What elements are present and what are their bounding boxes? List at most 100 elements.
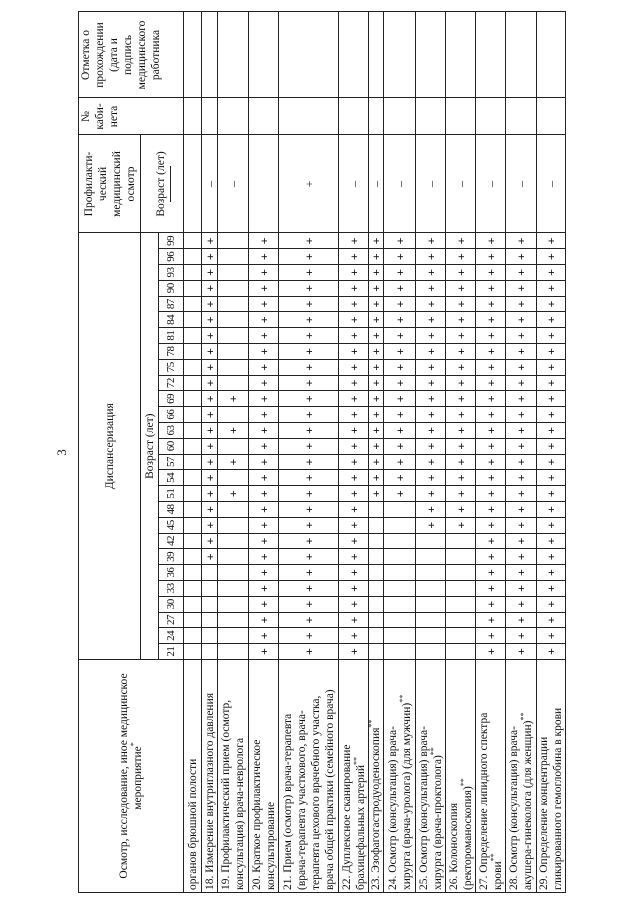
dispensary-mark: + [278,501,339,518]
note-cell [505,11,537,98]
procedure-name: 24. Осмотр (консультация) врача-хирурга … [383,659,416,893]
dispensary-mark [183,501,202,518]
table-row: 21. Прием (осмотр) врача-терапевта (врача… [278,11,339,893]
dispensary-mark [217,375,249,391]
footnote-stars: ** [428,747,438,756]
dispensary-mark: + [475,343,506,360]
dispensary-mark: + [248,469,279,486]
dispensary-mark: + [445,390,476,407]
dispensary-mark: + [415,359,446,376]
dispensary-mark: + [475,564,506,581]
age-column-header: 81 [158,327,184,344]
dispensary-mark [415,612,446,628]
dispensary-mark: + [383,359,416,376]
procedure-name-line: акушера-гинеколога (для женщин) [522,720,534,890]
dispensary-mark: + [338,280,369,297]
procedure-name-line: хирурга (врача-уролога) (для мужчин) [400,702,413,890]
procedure-name-line: 21. Прием (осмотр) врача-терапевта [281,713,294,890]
dispensary-mark: + [201,406,218,423]
dispensary-mark [183,311,202,328]
dispensary-mark: + [536,517,566,534]
dispensary-mark: + [201,311,218,328]
dispensary-mark: + [475,280,506,297]
footnote-stars: ** [458,778,468,787]
dispensary-mark: + [383,311,416,328]
dispensary-mark: + [383,485,416,502]
age-column-header: 63 [158,422,184,439]
dispensary-mark: + [475,485,506,502]
procedure-name: органов брюшной полости [183,659,202,893]
dispensary-mark: + [475,406,506,423]
procedure-name-line: терапевта цехового врачебного участка, [309,695,322,890]
dispensary-mark: + [201,232,218,249]
dispensary-mark: + [338,580,369,597]
dispensary-mark: + [383,454,416,470]
dispensary-mark: + [475,517,506,534]
dispensary-mark: + [368,296,384,312]
procedure-name-line: врача общей практики (семейного врача) [323,689,336,890]
age-column-header: 51 [158,485,184,502]
dispensary-mark: + [415,454,446,470]
dispensary-mark: + [475,454,506,470]
cabinet-cell [201,97,218,135]
dispensary-mark: + [248,533,279,549]
procedure-name: 25. Осмотр (консультация) врача-хирурга … [415,659,446,893]
dispensary-mark [383,548,416,565]
dispensary-mark: + [415,280,446,297]
dispensary-mark: + [278,280,339,297]
dispensary-mark [445,564,476,581]
table-row: 18. Измерение внутриглазного давления + + +… [201,11,218,893]
dispensary-mark: + [248,627,279,644]
dispensary-mark: + [338,533,369,549]
dispensary-mark [368,517,384,534]
dispensary-mark [415,548,446,565]
dispensary-mark: + [383,280,416,297]
cabinet-cell [445,97,476,135]
dispensary-mark [383,533,416,549]
dispensary-mark: + [338,296,369,312]
dispensary-mark: + [445,343,476,360]
dispensary-mark: + [201,390,218,407]
dispensary-mark: + [475,643,506,660]
dispensary-mark [183,612,202,628]
dispensary-mark: + [248,327,279,344]
dispensary-mark: + [475,501,506,518]
dispensary-mark [183,248,202,265]
dispensary-mark: + [278,390,339,407]
dispensary-mark: + [415,485,446,502]
dispensary-mark: + [536,280,566,297]
procedure-name: 20. Краткое профилактическое консультиров… [248,659,279,893]
dispensary-mark [217,280,249,297]
age-column-header: 75 [158,359,184,376]
dispensary-mark [217,469,249,486]
dispensary-mark: + [445,248,476,265]
dispensary-mark: + [445,469,476,486]
dispensary-mark: + [338,264,369,281]
dispensary-mark: + [248,548,279,565]
table-row: 29. Определение концентрации гликированно… [536,11,566,893]
age-column-header: 45 [158,517,184,534]
dispensary-mark: + [368,311,384,328]
procedure-name: 18. Измерение внутриглазного давления [201,659,218,893]
dispensary-mark: + [536,311,566,328]
age-column-header: 99 [158,232,184,249]
procedure-name-line: консультирование [264,801,277,890]
header-cabinet-line: каби- [94,103,106,130]
dispensary-mark [217,311,249,328]
table-row: 22. Дуплексное сканирование брахицефальны… [338,11,369,893]
dispensary-mark: + [505,454,537,470]
dispensary-mark: + [278,533,339,549]
dispensary-mark: + [368,232,384,249]
dispensary-mark: + [505,311,537,328]
dispensary-mark [383,596,416,613]
age-column-header: 60 [158,438,184,455]
dispensary-mark: + [248,264,279,281]
dispensary-mark [368,596,384,613]
dispensary-mark: + [248,280,279,297]
dispensary-mark [383,580,416,597]
dispensary-mark: + [278,311,339,328]
dispensary-mark: + [278,627,339,644]
dispensary-mark: + [278,264,339,281]
procedure-name-line: консультация) врача-невролога [234,737,246,890]
dispensary-mark: + [445,501,476,518]
